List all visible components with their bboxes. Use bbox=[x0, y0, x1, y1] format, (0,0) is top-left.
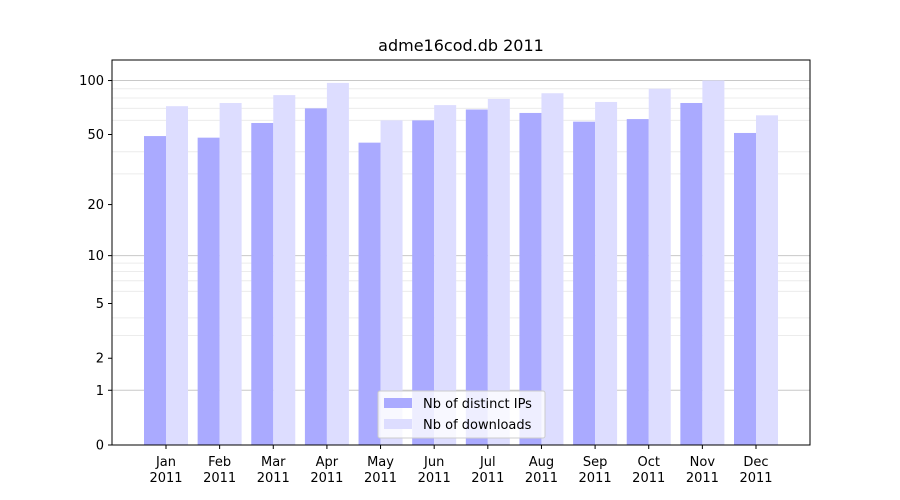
x-tick-label-month: Jan bbox=[155, 455, 176, 470]
x-axis: Jan2011Feb2011Mar2011Apr2011May2011Jun20… bbox=[149, 445, 773, 486]
bar-downloads-oct bbox=[648, 88, 671, 445]
bar-downloads-nov bbox=[702, 80, 725, 445]
plot-frame bbox=[111, 59, 811, 446]
legend-label-distinct-ips: Nb of distinct IPs bbox=[423, 397, 532, 412]
legend: Nb of distinct IPs Nb of downloads bbox=[377, 390, 546, 439]
bar-downloads-jul bbox=[487, 98, 510, 446]
y-tick-label: 5 bbox=[96, 297, 104, 312]
x-tick-label-year: 2011 bbox=[632, 471, 665, 486]
x-tick-label-month: Oct bbox=[637, 455, 659, 470]
legend-label-downloads: Nb of downloads bbox=[423, 418, 532, 433]
bar-distinct-ips-mar bbox=[251, 122, 274, 445]
x-tick-label-month: Jul bbox=[479, 455, 496, 470]
bar-distinct-ips-dec bbox=[734, 132, 756, 445]
bar-downloads-sep bbox=[595, 101, 618, 446]
bar-distinct-ips-jul bbox=[465, 109, 488, 445]
x-tick-label-month: Apr bbox=[316, 455, 339, 470]
x-tick-label-year: 2011 bbox=[739, 471, 772, 486]
x-tick-label-year: 2011 bbox=[579, 471, 612, 486]
bar-downloads-jun bbox=[434, 105, 457, 446]
bar-downloads-apr bbox=[326, 82, 349, 445]
x-tick-label-month: Dec bbox=[743, 455, 768, 470]
bars bbox=[144, 80, 778, 446]
y-axis: 0 1 2 5 10 20 50 100 bbox=[79, 74, 112, 454]
chart-title: adme16cod.db 2011 bbox=[378, 36, 544, 55]
bar-distinct-ips-sep bbox=[573, 121, 596, 445]
x-tick-label-month: Nov bbox=[690, 455, 716, 470]
x-tick-label-year: 2011 bbox=[203, 471, 236, 486]
bar-downloads-jan bbox=[166, 106, 188, 445]
bar-downloads-dec bbox=[756, 115, 778, 446]
y-tick-label: 10 bbox=[87, 249, 104, 264]
x-tick-label-month: Mar bbox=[261, 455, 286, 470]
legend-swatch-downloads bbox=[384, 419, 412, 429]
x-tick-label-month: Sep bbox=[583, 455, 608, 470]
bar-distinct-ips-nov bbox=[680, 102, 703, 446]
bar-distinct-ips-oct bbox=[626, 119, 649, 445]
y-tick-label: 0 bbox=[96, 439, 104, 454]
x-tick-label-month: Feb bbox=[208, 455, 231, 470]
x-tick-label-year: 2011 bbox=[471, 471, 504, 486]
legend-box bbox=[377, 390, 546, 439]
bar-distinct-ips-aug bbox=[519, 112, 542, 446]
bar-distinct-ips-feb bbox=[197, 137, 220, 445]
x-tick-label-month: May bbox=[367, 455, 394, 470]
bar-distinct-ips-may bbox=[358, 142, 381, 445]
bar-distinct-ips-jun bbox=[412, 120, 435, 446]
x-tick-label-year: 2011 bbox=[257, 471, 290, 486]
legend-swatch-distinct-ips bbox=[384, 398, 412, 408]
x-tick-label-year: 2011 bbox=[364, 471, 397, 486]
x-tick-label-month: Aug bbox=[529, 455, 554, 470]
y-tick-label: 1 bbox=[96, 384, 104, 399]
y-tick-label: 2 bbox=[96, 352, 104, 367]
bar-downloads-may bbox=[380, 120, 403, 446]
x-tick-label-year: 2011 bbox=[149, 471, 182, 486]
bar-downloads-feb bbox=[219, 102, 242, 446]
x-tick-label-year: 2011 bbox=[418, 471, 451, 486]
x-tick-label-year: 2011 bbox=[525, 471, 558, 486]
x-tick-label-year: 2011 bbox=[310, 471, 343, 486]
x-tick-label-month: Jun bbox=[423, 455, 444, 470]
bar-distinct-ips-apr bbox=[304, 108, 327, 445]
y-tick-label: 100 bbox=[79, 74, 104, 89]
x-tick-label-year: 2011 bbox=[686, 471, 719, 486]
y-tick-label: 20 bbox=[87, 198, 104, 213]
bar-downloads-aug bbox=[541, 93, 564, 445]
bar-distinct-ips-jan bbox=[144, 136, 166, 445]
bar-downloads-mar bbox=[273, 95, 296, 445]
y-tick-label: 50 bbox=[87, 128, 104, 143]
